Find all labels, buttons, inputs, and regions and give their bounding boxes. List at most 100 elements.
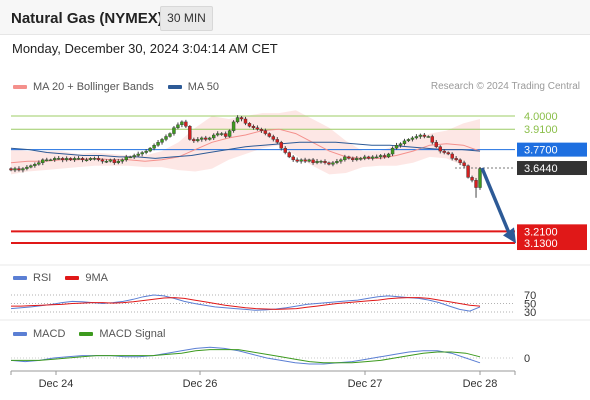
instrument-title: Natural Gas (NYMEX) [11,10,163,27]
candle-body [347,156,351,159]
candle-body [72,158,77,161]
candle-body [335,161,339,163]
candle-body [235,117,240,123]
candle-body [450,153,454,159]
candle-body [259,128,264,131]
candle-body [204,137,208,140]
price-tag-bg [517,161,587,176]
legend-rsi-swatch [13,276,27,280]
candle-body [287,152,291,158]
candle-body [148,147,152,152]
price-tag-text: 3.1300 [524,238,558,250]
candle-body [359,158,363,160]
candle-body [291,156,295,161]
candle-body [239,117,244,120]
legend-9ma-label: 9MA [85,272,108,284]
candle-body [160,139,164,143]
candle-body [390,147,395,155]
candle-body [438,146,442,152]
candle-body [319,161,323,163]
candle-body [462,162,466,166]
legend-macd-label: MACD [33,328,66,340]
candle-body [339,159,343,162]
candle-body [80,158,85,161]
candle-body [251,126,256,128]
candle-body [215,133,220,136]
candle-body [172,127,176,134]
candle-body [422,134,427,137]
candle-body [212,134,216,139]
candle-body [33,164,37,166]
macd-legend: MACD MACD Signal [13,328,179,340]
candle-body [25,166,29,169]
bollinger-band-area [11,110,480,187]
candle-body [418,134,423,137]
rsi-tick-label: 30 [524,307,536,319]
candle-body [200,137,204,140]
candle-body [164,136,168,140]
legend-ma50-label: MA 50 [187,81,219,93]
candle-body [410,137,415,140]
candle-body [152,145,156,149]
legend-ma20-bollinger: MA 20 + Bollinger Bands [13,81,154,93]
legend-ma50-swatch [167,85,182,89]
candle-body [116,161,121,163]
forecast-arrow-head [503,227,516,244]
legend-macd: MACD [13,328,65,340]
candle-body [13,168,17,171]
candle-body [180,121,184,126]
main-legend: MA 20 + Bollinger Bands MA 50 [13,81,233,93]
candle-body [275,139,279,143]
datetime-label: Monday, December 30, 2024 3:04:14 AM CET [12,41,278,56]
candle-body [263,130,268,134]
candle-body [295,159,299,162]
legend-rsi-label: RSI [33,272,52,284]
price-tag-bg [517,236,587,251]
candle-body [132,155,136,158]
candle-body [120,159,124,162]
candle-body [351,158,355,161]
interval-button[interactable]: 30 MIN [160,6,213,31]
candle-body [271,136,276,140]
candle-body [9,168,13,171]
legend-rsi-9ma: 9MA [65,272,108,284]
legend-ma50: MA 50 [167,81,219,93]
candle-body [374,156,379,159]
ma50-line [10,141,481,159]
price-tag-bg [517,224,587,239]
price-tag-resistance-0: 4.0000 [524,111,558,123]
candle-body [367,156,371,159]
candle-body [104,161,109,163]
rsi-tick-label: 50 [524,299,536,311]
legend-ma20-label: MA 20 + Bollinger Bands [33,81,154,93]
candle-body [60,158,65,161]
candle-body [168,133,172,137]
candle-body [299,159,303,162]
candle-body [267,133,272,137]
candle-body [279,142,283,149]
candle-body [470,177,474,181]
candle-body [227,130,232,137]
candle-body [454,158,458,161]
candle-body [446,152,450,155]
candle-body [466,165,470,178]
candle-body [219,133,224,135]
candle-body [144,150,148,153]
price-tag-last-3: 3.6440 [517,161,587,176]
candle-body [478,168,482,188]
price-tag-bg [517,142,587,157]
candle-body [76,158,81,160]
candle-body [386,153,391,158]
candle-body [192,139,196,142]
candle-body [208,137,212,140]
price-tag-text: 3.7700 [524,145,558,157]
candle-body [188,126,192,140]
candle-body [378,155,383,158]
candle-body [124,156,128,161]
candle-body [184,121,188,127]
candle-body [45,159,49,162]
legend-signal-label: MACD Signal [99,328,166,340]
candle-body [49,159,53,162]
forecast-arrow-shaft [480,167,512,237]
